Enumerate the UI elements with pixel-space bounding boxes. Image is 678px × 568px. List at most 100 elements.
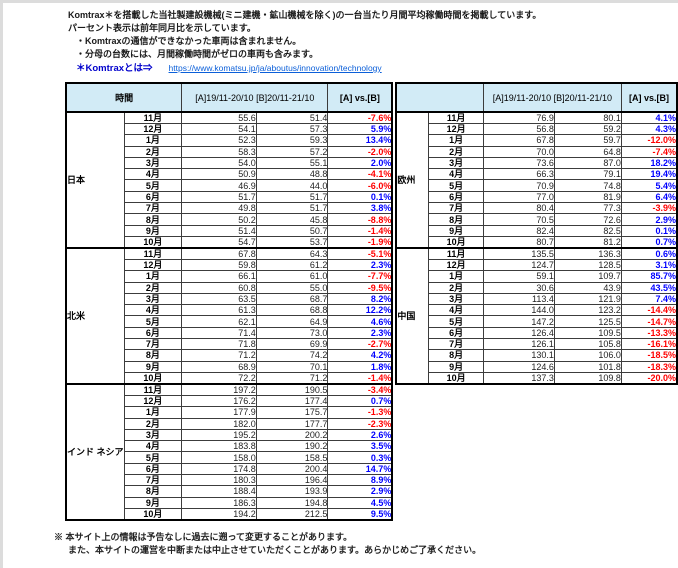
value-period-b: 81.2 (553, 235, 622, 249)
table-row: 2月 58.3 57.2 -2.0% (66, 145, 393, 158)
vs-column-header: [A] vs.[B] (620, 82, 678, 113)
value-period-b: 61.0 (255, 270, 329, 283)
table-row: 5月 46.9 44.0 -6.0% (66, 179, 393, 192)
month-label: 5月 (123, 451, 183, 464)
region-label: 中国 (395, 246, 430, 385)
month-label: 8月 (428, 349, 484, 362)
month-label: 9月 (428, 360, 484, 373)
value-period-b: 82.5 (553, 224, 622, 237)
table-row: 1月 177.9 175.7 -1.3% (66, 406, 393, 419)
month-label: 11月 (123, 382, 183, 396)
table-row: 9月 51.4 50.7 -1.4% (66, 224, 393, 237)
table-row: 7月 49.8 51.7 3.8% (66, 202, 393, 215)
komtrax-label: ＊Komtraxとは⇒ (76, 63, 153, 74)
value-period-b: 105.8 (553, 338, 622, 351)
vs-percent: -14.7% (620, 315, 678, 328)
vs-percent: 12.2% (327, 304, 393, 317)
window-edge-top (0, 0, 678, 3)
table-row: 12月 124.7 128.5 3.1% (396, 258, 678, 272)
month-label: 1月 (123, 134, 183, 147)
vs-percent: 3.1% (620, 258, 678, 272)
month-label: 10月 (123, 371, 183, 385)
value-period-b: 109.8 (553, 371, 622, 385)
value-period-b: 53.7 (255, 235, 329, 249)
table-row: 中国 11月 135.5 136.3 0.6% (395, 246, 678, 385)
komtrax-link[interactable]: https://www.komatsu.jp/ja/aboutus/innova… (168, 63, 382, 73)
value-period-b: 177.7 (255, 417, 329, 430)
month-label: 5月 (123, 315, 183, 328)
vs-percent: -2.3% (327, 417, 393, 430)
value-period-a: 54.0 (181, 156, 257, 170)
region-label: インド ネシア (65, 382, 125, 521)
value-period-a: 68.9 (181, 360, 257, 373)
vs-percent: 0.7% (327, 394, 393, 408)
value-period-b: 87.0 (553, 156, 622, 170)
value-period-a: 124.6 (482, 360, 555, 373)
month-label: 3月 (428, 156, 484, 170)
month-label: 8月 (123, 485, 183, 498)
month-label: 7月 (428, 202, 484, 215)
table-row: 1月 59.1 109.7 85.7% (396, 270, 678, 283)
value-period-b: 55.1 (255, 156, 329, 170)
value-period-a: 126.4 (482, 326, 555, 340)
value-period-a: 176.2 (181, 394, 257, 408)
operating-hours-table-left: 時間 [A]19/11-20/10 [B]20/11-21/10 [A] vs.[B… (65, 82, 394, 521)
period-columns-header: [A]19/11-20/10 [B]20/11-21/10 (482, 82, 622, 113)
value-period-a: 147.2 (482, 315, 555, 328)
month-label: 1月 (428, 134, 484, 147)
value-period-a: 113.4 (482, 292, 555, 306)
value-period-a: 70.9 (482, 179, 555, 192)
table-row: 7月 71.8 69.9 -2.7% (66, 338, 393, 351)
vs-percent: -18.3% (620, 360, 678, 373)
value-period-b: 51.7 (255, 202, 329, 215)
value-period-b: 196.4 (255, 474, 329, 487)
value-period-a: 186.3 (181, 496, 257, 509)
value-period-b: 121.9 (553, 292, 622, 306)
value-period-b: 57.2 (255, 145, 329, 158)
month-label: 2月 (123, 281, 183, 294)
vs-percent: 0.3% (327, 451, 393, 464)
value-period-a: 60.8 (181, 281, 257, 294)
value-period-b: 51.4 (255, 111, 329, 124)
table-row: 10月 137.3 109.8 -20.0% (396, 371, 678, 385)
month-label: 9月 (123, 360, 183, 373)
intro-line2: パーセント表示は前年同月比を示しています。 (68, 23, 256, 33)
value-period-a: 58.3 (181, 145, 257, 158)
value-period-b: 64.8 (553, 145, 622, 158)
month-label: 8月 (123, 349, 183, 362)
value-period-a: 188.4 (181, 485, 257, 498)
table-row: 4月 50.9 48.8 -4.1% (66, 168, 393, 181)
region-label: 欧州 (395, 111, 430, 249)
value-period-a: 177.9 (181, 406, 257, 419)
table-row: 9月 68.9 70.1 1.8% (66, 360, 393, 373)
value-period-a: 55.6 (181, 111, 257, 124)
value-period-b: 109.5 (553, 326, 622, 340)
value-period-a: 80.4 (482, 202, 555, 215)
vs-percent: -7.7% (327, 270, 393, 283)
value-period-a: 70.5 (482, 213, 555, 226)
vs-percent: 4.5% (327, 496, 393, 509)
vs-percent: 8.2% (327, 292, 393, 306)
value-period-b: 71.2 (255, 371, 329, 385)
vs-percent: -1.9% (327, 235, 393, 249)
vs-percent: 2.3% (327, 258, 393, 272)
vs-percent: -2.0% (327, 145, 393, 158)
month-label: 8月 (428, 213, 484, 226)
value-period-a: 63.5 (181, 292, 257, 306)
footnote-block: ※ 本サイト上の情報は予告なしに過去に遡って変更することがあります。 また、本サ… (54, 531, 481, 557)
table-row: インド ネシア 11月 197.2 190.5 -3.4% (65, 382, 393, 521)
month-label: 2月 (123, 417, 183, 430)
month-label: 12月 (123, 122, 183, 136)
value-period-b: 43.9 (553, 281, 622, 294)
value-period-b: 68.8 (255, 304, 329, 317)
vs-percent: 8.9% (327, 474, 393, 487)
table-row: 8月 130.1 106.0 -18.5% (396, 349, 678, 362)
value-period-a: 46.9 (181, 179, 257, 192)
value-period-b: 177.4 (255, 394, 329, 408)
value-period-b: 79.1 (553, 168, 622, 181)
value-period-a: 71.2 (181, 349, 257, 362)
value-period-a: 54.1 (181, 122, 257, 136)
month-label: 10月 (123, 235, 183, 249)
right-table-container: [A]19/11-20/10 [B]20/11-21/10 [A] vs.[B] 欧… (395, 82, 678, 385)
vs-percent: 5.9% (327, 122, 393, 136)
